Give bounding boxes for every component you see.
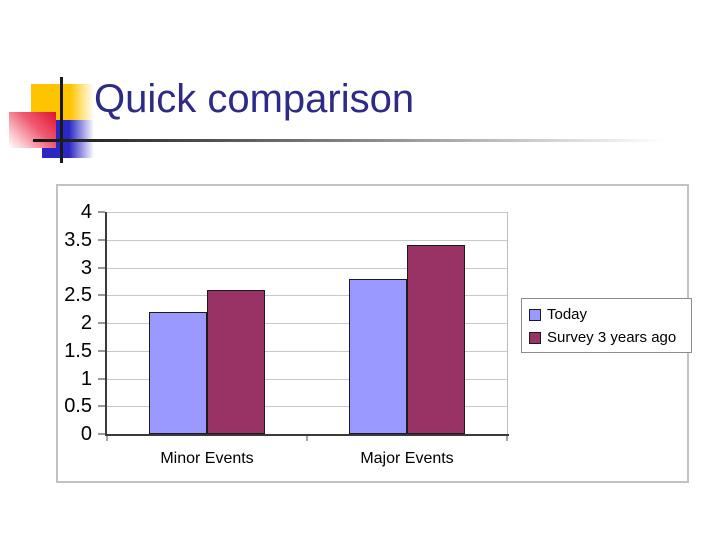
- y-axis-tick: [98, 350, 105, 352]
- bar: [149, 312, 207, 434]
- slide-title: Quick comparison: [94, 77, 415, 121]
- legend-item: Today: [529, 305, 691, 324]
- plot-right-border: [507, 212, 508, 434]
- decor-red-square: [9, 112, 56, 148]
- x-axis-line: [105, 434, 509, 436]
- chart-legend: Today Survey 3 years ago: [521, 298, 692, 353]
- y-axis-label: 0.5: [64, 395, 92, 417]
- y-axis-tick: [98, 239, 105, 241]
- bar: [207, 290, 265, 434]
- x-axis-tick: [506, 436, 508, 441]
- y-axis-label: 2.5: [64, 284, 92, 306]
- x-axis-tick: [106, 436, 108, 441]
- y-axis-label: 1.5: [64, 340, 92, 362]
- x-axis-tick: [306, 436, 308, 441]
- category-label: Minor Events: [160, 450, 254, 467]
- legend-item: Survey 3 years ago: [529, 328, 691, 347]
- legend-label: Today: [547, 306, 588, 323]
- decor-vertical-line: [60, 77, 63, 163]
- y-axis-line: [105, 212, 107, 436]
- y-axis-label: 4: [80, 201, 92, 223]
- y-axis-tick: [98, 211, 105, 213]
- bar: [349, 279, 407, 434]
- chart-plot-area: [98, 211, 509, 441]
- y-axis-label: 0: [80, 423, 92, 445]
- y-axis-label: 1: [80, 368, 92, 390]
- legend-label: Survey 3 years ago: [547, 329, 677, 346]
- gridline: [107, 295, 507, 296]
- y-axis-tick: [98, 405, 105, 407]
- y-axis-label: 3.5: [64, 229, 92, 251]
- gridline: [107, 212, 507, 213]
- gridline: [107, 351, 507, 352]
- chart-panel: 4 3.5 3 2.5 2 1.5 1 0.5 0 Minor Events Major Even…: [56, 184, 692, 483]
- y-axis-tick: [98, 378, 105, 380]
- gridline: [107, 406, 507, 407]
- title-underline-rule: [33, 139, 665, 142]
- gridline: [107, 379, 507, 380]
- gridline: [107, 240, 507, 241]
- y-axis-tick: [98, 267, 105, 269]
- legend-marker-icon: [529, 331, 541, 344]
- category-label: Major Events: [360, 450, 454, 467]
- gridline: [107, 323, 507, 324]
- y-axis-tick: [98, 294, 105, 296]
- y-axis-label: 2: [80, 312, 92, 334]
- gridline: [107, 268, 507, 269]
- y-axis-tick: [98, 322, 105, 324]
- y-axis-label: 3: [80, 257, 92, 279]
- y-axis-tick: [98, 433, 105, 435]
- bar: [407, 245, 465, 434]
- legend-marker-icon: [529, 308, 541, 321]
